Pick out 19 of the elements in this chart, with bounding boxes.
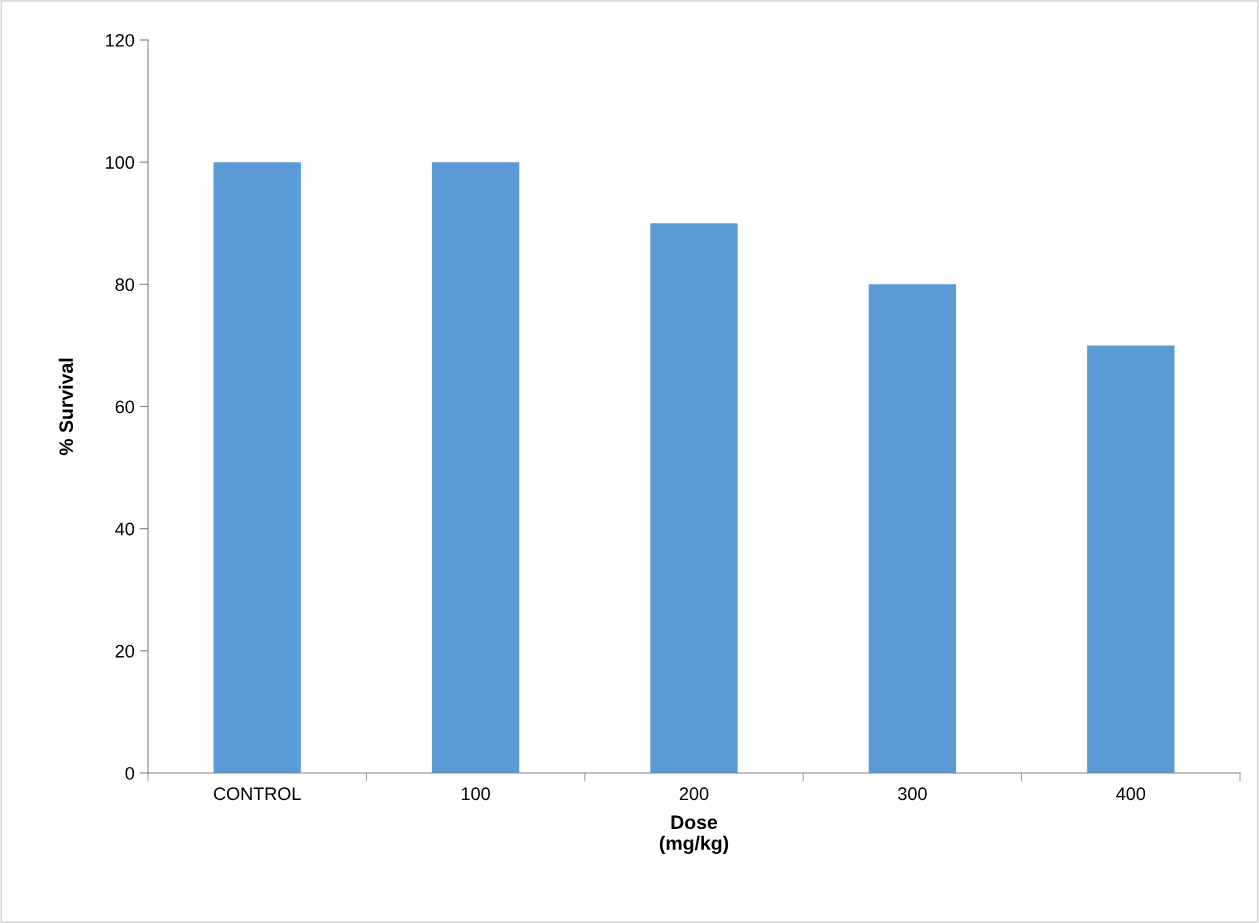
x-tick-label: 300 (898, 787, 927, 801)
bar (1087, 345, 1175, 773)
bar (868, 284, 957, 773)
y-axis-title: % Survival (58, 358, 74, 456)
x-tick-label: 100 (461, 787, 490, 801)
bar (650, 223, 738, 773)
x-tick-label: 200 (679, 787, 709, 801)
y-tick-label: 0 (125, 766, 135, 780)
x-tick-label: 400 (1116, 787, 1146, 801)
y-tick-label: 120 (106, 33, 135, 47)
y-tick-label: 100 (106, 156, 135, 169)
bar (431, 162, 520, 773)
x-tick-label: CONTROL (213, 787, 301, 801)
y-tick-label: 20 (115, 644, 135, 658)
bar (213, 162, 301, 773)
y-tick-label: 40 (115, 522, 135, 536)
y-tick-label: 80 (115, 278, 135, 292)
y-tick-label: 60 (115, 400, 135, 414)
x-axis-title: Dose (mg/kg) (659, 815, 729, 854)
